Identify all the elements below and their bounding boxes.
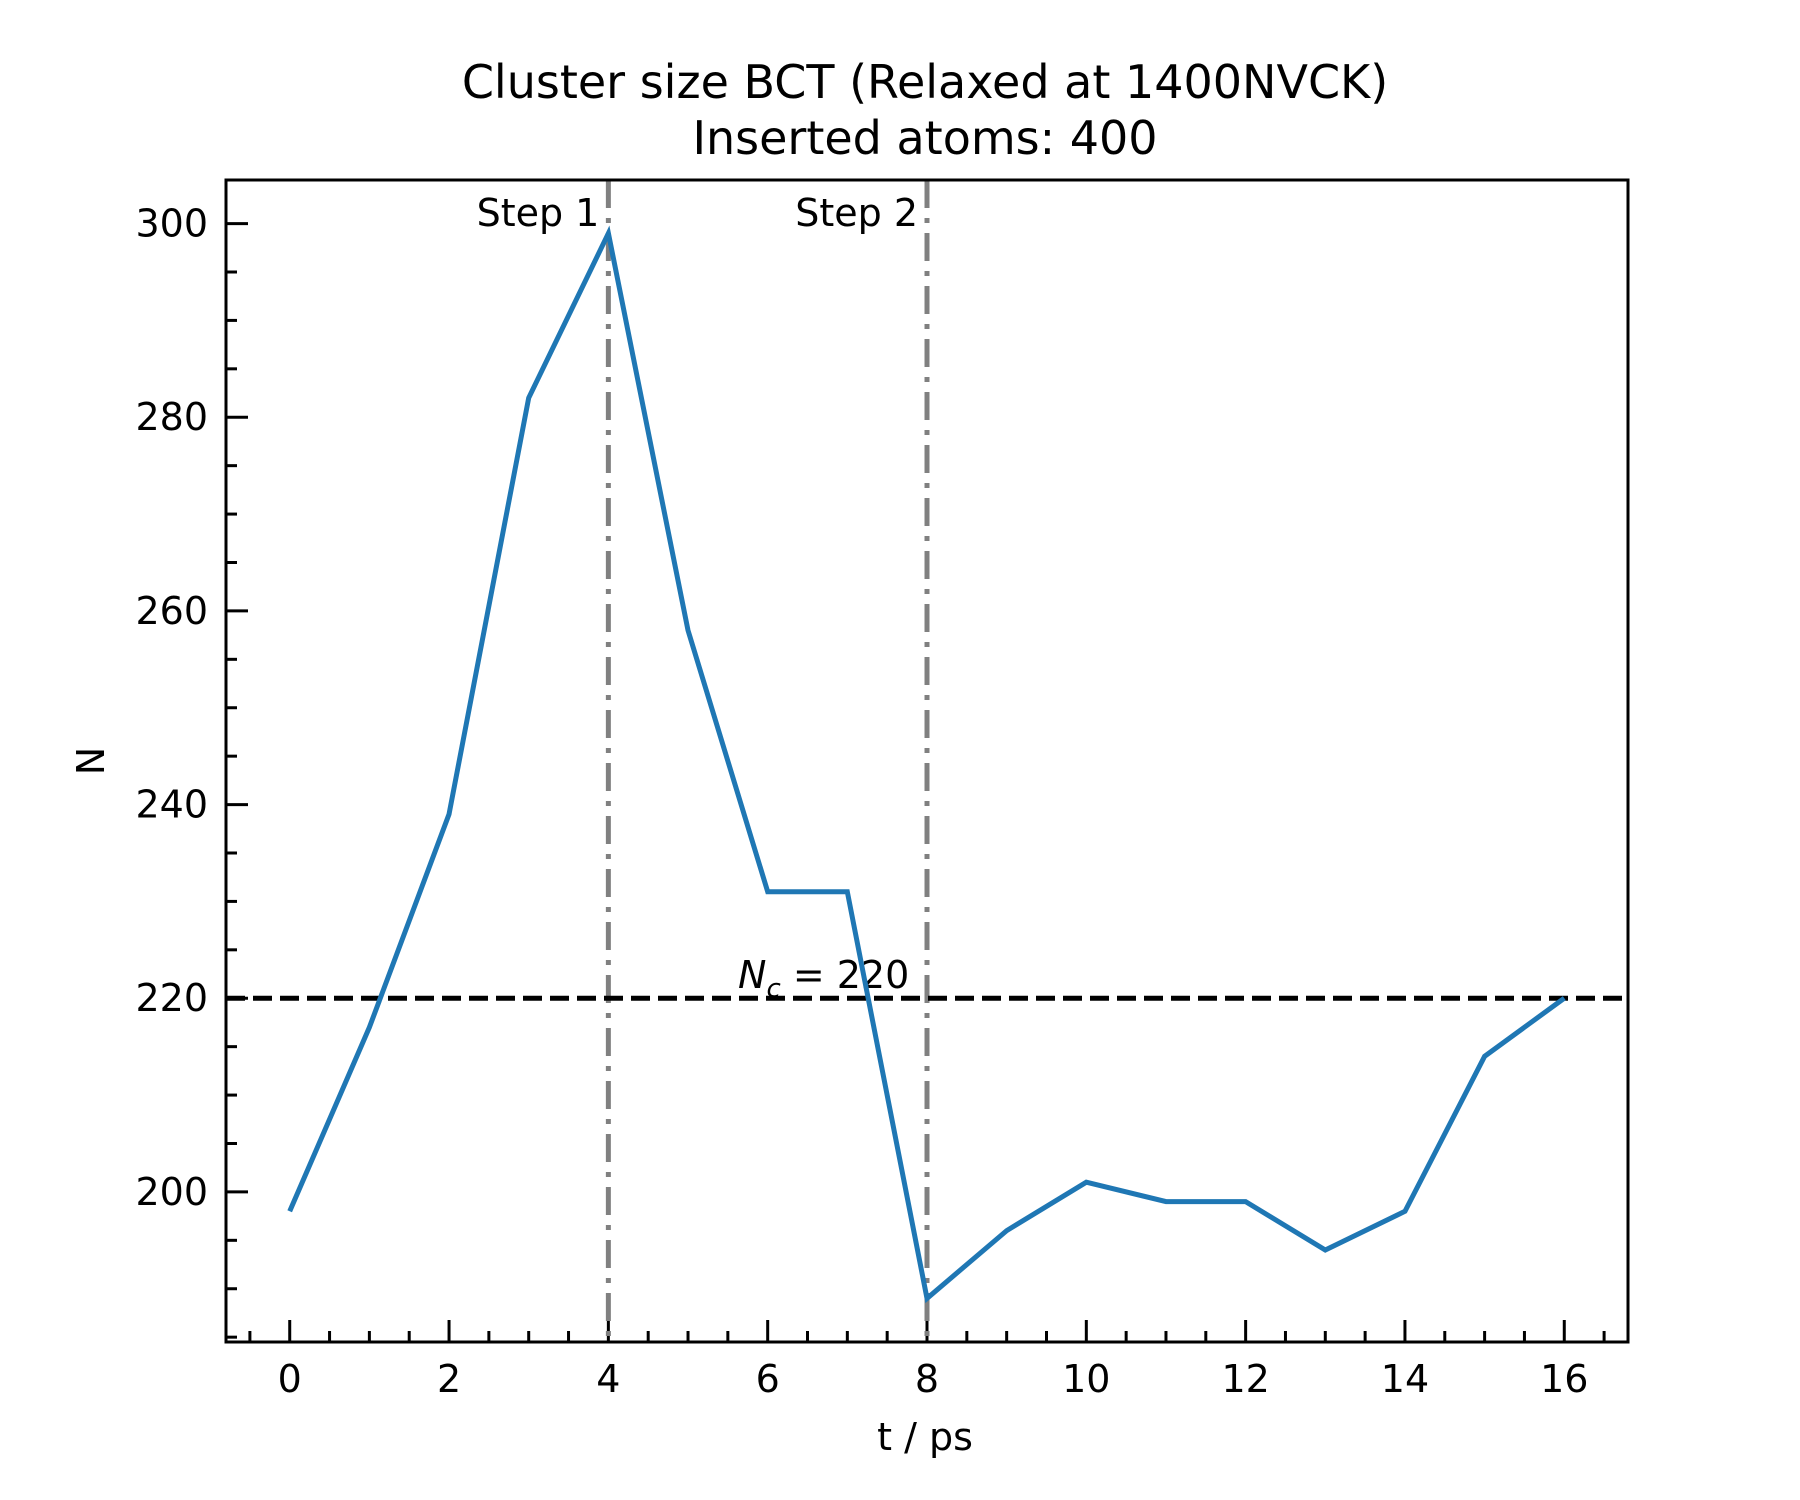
x-axis-label: t / ps xyxy=(877,1415,973,1459)
y-tick-label: 260 xyxy=(135,589,208,633)
step-2-label: Step 2 xyxy=(795,191,918,235)
x-tick-label: 0 xyxy=(278,1357,302,1401)
x-tick-label: 10 xyxy=(1062,1357,1110,1401)
y-tick-label: 300 xyxy=(135,202,208,246)
chart-title: Cluster size BCT (Relaxed at 1400NVCK) xyxy=(462,55,1388,109)
critical-size-label: Nc = 220 xyxy=(738,953,909,1004)
step-1-label: Step 1 xyxy=(477,191,600,235)
y-tick-label: 200 xyxy=(135,1170,208,1214)
x-tick-label: 4 xyxy=(596,1357,620,1401)
chart-subtitle: Inserted atoms: 400 xyxy=(692,111,1157,165)
y-tick-label: 240 xyxy=(135,783,208,827)
plot-frame xyxy=(224,178,1630,1344)
x-tick-label: 2 xyxy=(437,1357,461,1401)
y-axis-label: N xyxy=(69,747,113,775)
x-tick-label: 8 xyxy=(915,1357,939,1401)
x-tick-label: 6 xyxy=(756,1357,780,1401)
x-axis-ticks: 0 2 4 6 8 10 12 14 16 xyxy=(248,1320,1606,1401)
step-lines: Step 1 Step 2 xyxy=(477,180,930,1342)
series-group xyxy=(287,225,1566,1304)
y-tick-label: 220 xyxy=(135,976,208,1020)
x-tick-label: 16 xyxy=(1540,1357,1588,1401)
critical-size-line-group: Nc = 220 xyxy=(226,953,1628,1004)
y-axis-ticks: 200 220 240 260 280 300 xyxy=(135,202,248,1339)
y-tick-label: 280 xyxy=(135,395,208,439)
x-tick-label: 14 xyxy=(1381,1357,1429,1401)
x-tick-label: 12 xyxy=(1221,1357,1269,1401)
